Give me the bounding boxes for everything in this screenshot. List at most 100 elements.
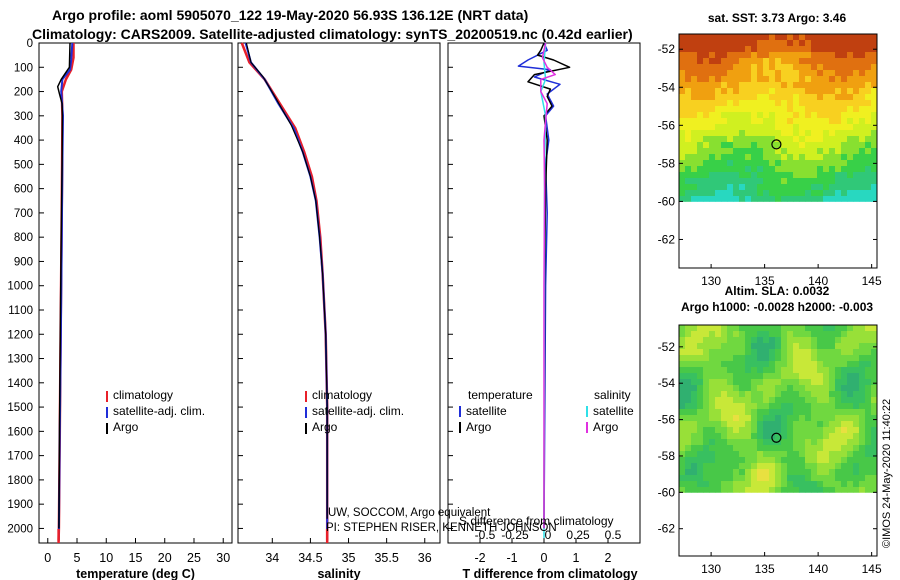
map-cell [769, 100, 776, 107]
map-cell [799, 154, 806, 161]
map-cell [781, 379, 788, 386]
map-cell [709, 451, 716, 458]
map-cell [859, 361, 866, 368]
legend-label: satellite [593, 404, 634, 418]
map-cell [739, 397, 746, 404]
map-cell [829, 118, 836, 125]
map-cell [799, 403, 806, 410]
map-cell [775, 40, 782, 47]
map-cell [853, 457, 860, 464]
map-cell [865, 409, 872, 416]
map-cell [841, 445, 848, 452]
map-cell [709, 142, 716, 149]
map-cell [793, 94, 800, 101]
map-cell [805, 154, 812, 161]
map-cell [865, 178, 872, 185]
map-cell [703, 64, 710, 71]
map-cell [703, 343, 710, 350]
map-cell [769, 451, 776, 458]
map-cell [805, 136, 812, 143]
x-tick-label: 35.5 [374, 551, 398, 565]
y-tick-label: 1000 [7, 281, 33, 293]
map-cell [715, 409, 722, 416]
map-cell [841, 46, 848, 53]
map-cell [799, 349, 806, 356]
map-cell [823, 367, 830, 374]
map-cell [763, 82, 770, 89]
map-cell [871, 361, 878, 368]
map-cell [721, 349, 728, 356]
map-cell [859, 379, 866, 386]
map-cell [697, 70, 704, 77]
map-cell [721, 88, 728, 95]
map-cell [751, 64, 758, 71]
map-cell [763, 58, 770, 65]
map-cell [835, 106, 842, 113]
map-cell [841, 100, 848, 107]
y-tick-label: 400 [14, 135, 33, 147]
map-cell [691, 130, 698, 137]
map-cell [697, 373, 704, 380]
map-cell [829, 391, 836, 398]
map-cell [727, 76, 734, 83]
map-cell [853, 46, 860, 53]
map-cell [733, 100, 740, 107]
map-cell [871, 373, 878, 380]
map-cell [781, 94, 788, 101]
map-cell [823, 415, 830, 422]
map-cell [841, 184, 848, 191]
map-cell [679, 82, 686, 89]
map-cell [697, 331, 704, 338]
map-cell [745, 88, 752, 95]
map-cell [781, 46, 788, 53]
map-cell [745, 178, 752, 185]
map-cell [829, 439, 836, 446]
map-cell [793, 76, 800, 83]
map-cell [805, 475, 812, 482]
map-cell [691, 331, 698, 338]
map-cell [853, 391, 860, 398]
map-cell [727, 439, 734, 446]
map-cell [823, 487, 830, 493]
map-cell [841, 136, 848, 143]
map-cell [853, 475, 860, 482]
map-cell [727, 445, 734, 452]
map-cell [847, 190, 854, 197]
map-cell [727, 343, 734, 350]
legend-heading: temperature [468, 388, 533, 402]
map-cell [793, 391, 800, 398]
map-cell [715, 172, 722, 179]
map-cell [751, 433, 758, 440]
map-cell [769, 160, 776, 167]
map-frame [678, 324, 878, 557]
map-cell [715, 154, 722, 161]
map-cell [859, 439, 866, 446]
map-cell [703, 142, 710, 149]
map-cell [853, 154, 860, 161]
map-cell [709, 367, 716, 374]
map-cell [811, 160, 818, 167]
map-cell [727, 178, 734, 185]
map-cell [811, 190, 818, 197]
map-cell [793, 106, 800, 113]
map-cell [745, 331, 752, 338]
map-cell [793, 361, 800, 368]
map-cell [751, 124, 758, 131]
map-cell [817, 367, 824, 374]
map-cell [739, 457, 746, 464]
map-cell [793, 427, 800, 434]
map-cell [793, 475, 800, 482]
map-cell [799, 34, 806, 41]
map-cell [745, 433, 752, 440]
map-cell [721, 118, 728, 125]
map-cell [835, 343, 842, 350]
map-cell [691, 457, 698, 464]
map-cell [769, 439, 776, 446]
map-cell [805, 433, 812, 440]
map-cell [733, 361, 740, 368]
map-cell [805, 118, 812, 125]
map-cell [871, 64, 878, 71]
map-cell [805, 427, 812, 434]
map-cell [859, 367, 866, 374]
map-cell [793, 112, 800, 119]
